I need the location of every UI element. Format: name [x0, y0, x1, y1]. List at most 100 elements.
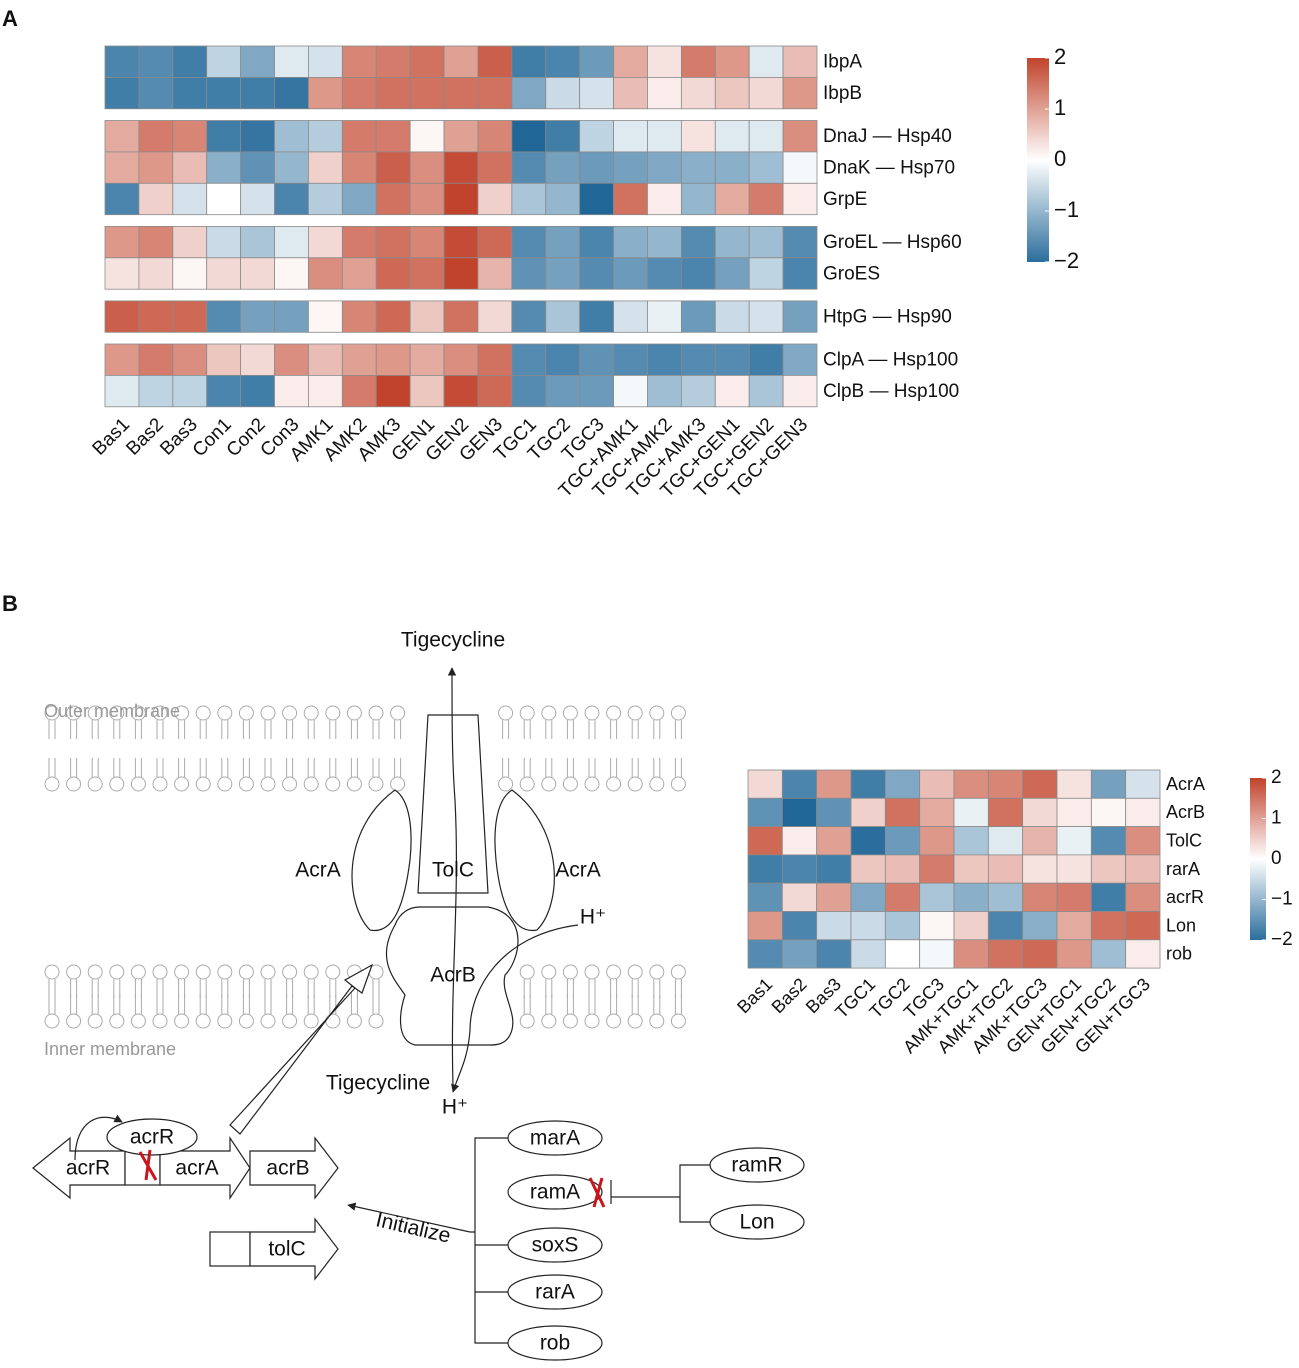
heatmap-cell: [613, 300, 648, 333]
heatmap-cell: [104, 77, 140, 110]
heatmap-cell: [138, 300, 174, 333]
heatmap-cell: [579, 77, 614, 110]
protein-label: TolC: [432, 859, 474, 882]
lipid-head: [44, 705, 60, 721]
heatmap-cell: [1125, 939, 1161, 969]
lipid-head: [130, 1013, 146, 1029]
heatmap-cell: [443, 374, 479, 408]
lipid-head: [606, 964, 622, 980]
heatmap-cell: [782, 151, 818, 184]
lipid-head: [109, 776, 125, 792]
knockout-mark: [138, 1149, 158, 1181]
lipid-head: [217, 705, 233, 721]
regulator-oval: [507, 1174, 603, 1210]
heatmap-cell: [1090, 939, 1127, 969]
heatmap-cell: [816, 939, 852, 969]
lipid-head: [627, 964, 643, 980]
heatmap-cell: [1090, 769, 1127, 799]
heatmap-cell: [104, 151, 140, 184]
heatmap-cell: [409, 120, 445, 153]
heatmap-cell: [240, 343, 275, 376]
lipid-head: [217, 776, 233, 792]
lipid-head: [303, 964, 319, 980]
gene-arrow: [249, 1136, 339, 1200]
heatmap-cell: [850, 882, 886, 912]
heatmap-cell: [341, 374, 377, 408]
heatmap-cell: [1022, 911, 1058, 941]
lipid-head: [368, 1013, 384, 1029]
regulator-oval: [709, 1204, 805, 1240]
regulator-label: rob: [540, 1332, 570, 1355]
regulator-label: ramR: [731, 1154, 782, 1177]
row-label: IbpB: [823, 83, 862, 104]
heatmap-cell: [477, 300, 513, 333]
heatmap-cell: [747, 769, 783, 799]
lipid-head: [195, 964, 211, 980]
heatmap-cell: [579, 343, 614, 376]
lipid-head: [562, 1013, 578, 1029]
colorbar-tick-label: 0: [1054, 146, 1066, 171]
lipid-head: [606, 1013, 622, 1029]
regulator-label: rarA: [535, 1281, 575, 1304]
lipid-head: [346, 776, 362, 792]
lipid-head: [303, 776, 319, 792]
proton-label: H⁺: [442, 1096, 468, 1119]
lipid-head: [368, 776, 384, 792]
drug-label: Tigecycline: [401, 629, 505, 652]
heatmap-cell: [579, 300, 614, 333]
heatmap-cell: [375, 120, 411, 153]
lipid-head: [346, 1013, 362, 1029]
lipid-head: [519, 776, 535, 792]
column-label: Bas1: [733, 974, 776, 1017]
heatmap-cell: [274, 300, 309, 333]
operator-box: [209, 1231, 251, 1267]
regulator-label: Lon: [739, 1211, 774, 1234]
lipid-head: [66, 964, 82, 980]
heatmap-cell: [613, 374, 648, 408]
lipid-head: [174, 705, 190, 721]
heatmap-cell: [172, 182, 208, 216]
heatmap-cell: [206, 151, 242, 184]
panel-label: A: [2, 6, 18, 31]
lipid-head: [130, 964, 146, 980]
lipid-head: [649, 705, 665, 721]
heatmap-cell: [1090, 826, 1127, 856]
lipid-head: [87, 705, 103, 721]
lipid-head: [627, 705, 643, 721]
heatmap-cell: [443, 257, 479, 290]
regulator-label: marA: [530, 1127, 580, 1150]
heatmap-cell: [613, 225, 648, 259]
heatmap-cell: [240, 374, 275, 408]
lipid-head: [152, 776, 168, 792]
heatmap-cell: [714, 45, 750, 78]
heatmap-cell: [714, 300, 750, 333]
column-label: Con2: [223, 414, 270, 461]
heatmap-cell: [1125, 882, 1161, 912]
heatmap-cell: [375, 151, 411, 184]
heatmap-cell: [816, 911, 852, 941]
lipid-head: [152, 705, 168, 721]
heatmap-cell: [613, 343, 648, 376]
heatmap-cell: [545, 45, 581, 78]
heatmap-cell: [240, 257, 275, 290]
heatmap-cell: [375, 257, 411, 290]
heatmap-cell: [511, 120, 547, 153]
heatmap-cell: [748, 300, 784, 333]
heatmap-cell: [308, 225, 343, 259]
heatmap-cell: [240, 182, 275, 216]
heatmap-cell: [443, 151, 479, 184]
lipid-head: [368, 705, 384, 721]
heatmap-cell: [206, 45, 242, 78]
repressor-label: acrR: [130, 1126, 174, 1149]
heatmap-cell: [613, 151, 648, 184]
heatmap-cell: [850, 939, 886, 969]
heatmap-cell: [341, 45, 377, 78]
heatmap-cell: [782, 225, 818, 259]
heatmap-cell: [477, 45, 513, 78]
heatmap-cell: [409, 343, 445, 376]
heatmap-cell: [647, 120, 682, 153]
lipid-head: [238, 964, 254, 980]
heatmap-cell: [477, 257, 513, 290]
heatmap-cell: [919, 854, 955, 884]
heatmap-cell: [104, 374, 140, 408]
